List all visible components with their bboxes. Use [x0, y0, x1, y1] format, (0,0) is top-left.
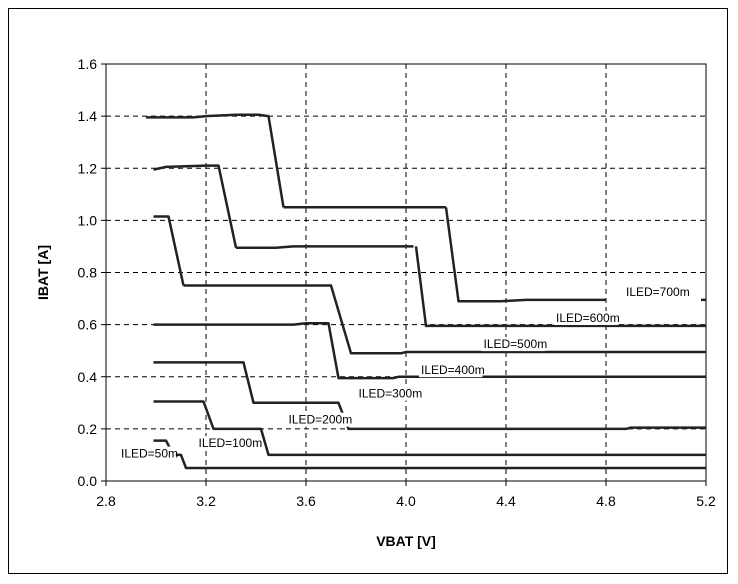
y-tick-label: 1.4 [78, 108, 98, 124]
y-tick-label: 0.0 [78, 473, 98, 489]
series-label: ILED=50m [121, 447, 178, 461]
series-label: ILED=400m [421, 363, 485, 377]
y-axis-label: IBAT [A] [35, 245, 51, 300]
x-axis-label: VBAT [V] [376, 533, 436, 549]
series-label-bg [624, 284, 688, 299]
series-label: ILED=100m [199, 436, 263, 450]
series-label-bg [196, 436, 260, 451]
series-label: ILED=200m [289, 413, 353, 427]
x-tick-label: 4.8 [596, 493, 616, 509]
series-label-bg [356, 386, 420, 401]
series-line [153, 215, 185, 286]
x-tick-label: 4.4 [496, 493, 516, 509]
series-line [153, 439, 706, 470]
series-label-bg [419, 363, 483, 378]
y-tick-label: 0.2 [78, 421, 98, 437]
series-line [153, 322, 706, 380]
series-label-bg [119, 446, 176, 461]
x-tick-label: 5.2 [696, 493, 716, 509]
series-label-bg [481, 337, 545, 352]
series-line [153, 164, 238, 248]
series-label-bg [554, 311, 618, 326]
series-line [146, 113, 285, 208]
y-tick-label: 1.0 [78, 212, 98, 228]
series-line [153, 361, 706, 431]
y-tick-label: 0.4 [78, 369, 98, 385]
x-tick-label: 3.2 [196, 493, 216, 509]
series-label: ILED=500m [484, 337, 548, 351]
series-label: ILED=600m [556, 311, 620, 325]
series-line [153, 400, 706, 457]
series-label: ILED=300m [359, 387, 423, 401]
series-line-segment [444, 207, 606, 303]
series-line-segment [414, 246, 706, 328]
series-label: ILED=700m [626, 285, 690, 299]
y-tick-label: 0.8 [78, 265, 98, 281]
x-tick-label: 4.0 [396, 493, 416, 509]
chart-frame: 2.8 3.2 3.6 4.0 4.4 4.8 5.2 0.0 0.2 0.4 0.6 0.8 1.0 1… [8, 8, 728, 574]
line-chart: 2.8 3.2 3.6 4.0 4.4 4.8 5.2 0.0 0.2 0.4 0.6 0.8 1.0 1… [35, 56, 716, 549]
y-tick-label: 1.6 [78, 56, 98, 72]
series-line [236, 245, 414, 249]
series-label-bg [286, 412, 350, 427]
y-tick-label: 1.2 [78, 160, 98, 176]
x-tick-label: 2.8 [96, 493, 116, 509]
series-line [183, 284, 706, 355]
y-tick-label: 0.6 [78, 317, 98, 333]
x-tick-label: 3.6 [296, 493, 316, 509]
